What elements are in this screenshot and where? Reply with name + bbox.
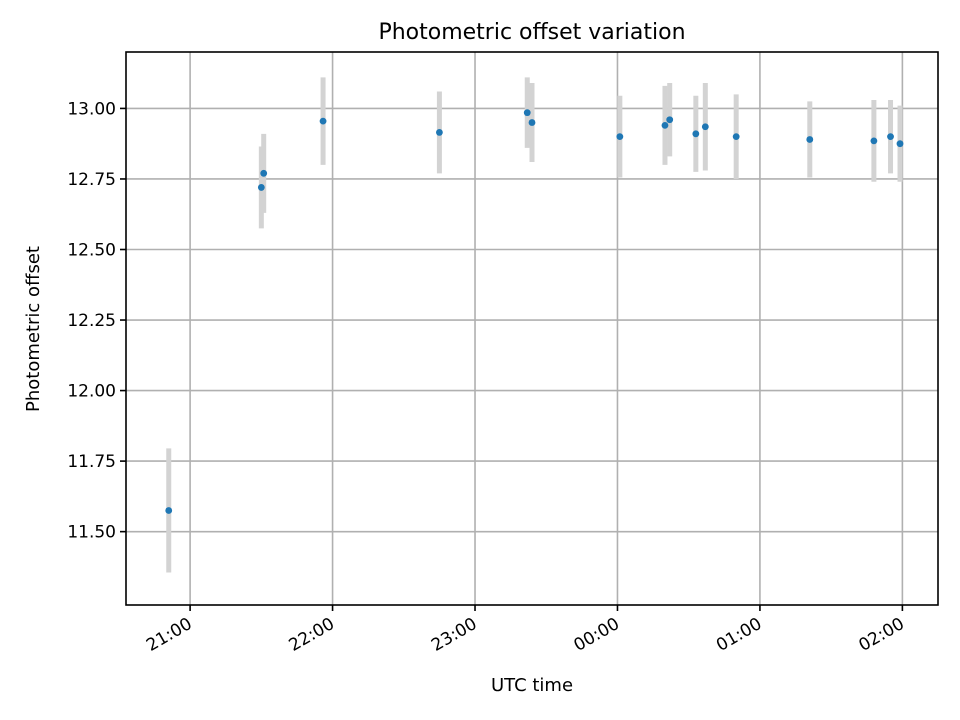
y-tick-label: 12.50 xyxy=(67,241,116,261)
data-point xyxy=(528,119,536,126)
y-tick-label: 13.00 xyxy=(67,99,116,119)
y-tick-label: 11.50 xyxy=(67,523,116,543)
data-points xyxy=(165,109,904,514)
data-point xyxy=(319,117,327,125)
data-point xyxy=(616,133,624,141)
y-axis-label: Photometric offset xyxy=(23,246,44,412)
data-point xyxy=(896,140,904,148)
y-tick-label: 12.00 xyxy=(67,382,116,402)
data-point xyxy=(436,129,443,136)
data-point xyxy=(523,109,531,117)
data-point xyxy=(165,507,173,514)
data-point xyxy=(870,137,878,145)
data-point xyxy=(661,121,669,129)
x-axis-label: UTC time xyxy=(491,675,573,696)
y-tick-label: 12.25 xyxy=(67,311,116,331)
data-point xyxy=(806,136,814,143)
y-tick-label: 11.75 xyxy=(67,452,116,472)
x-tick-label: 00:00 xyxy=(571,614,623,656)
x-tick-label: 02:00 xyxy=(855,614,907,656)
axis-ticks: 11.50 11.75 12.00 12.25 12.50 12.75 13.00 21:00… xyxy=(67,99,908,655)
x-tick-label: 22:00 xyxy=(286,614,338,656)
x-tick-label: 23:00 xyxy=(428,614,480,656)
data-point xyxy=(887,133,894,141)
data-point xyxy=(257,184,265,191)
x-tick-label: 01:00 xyxy=(713,614,765,656)
data-point xyxy=(260,169,268,177)
chart-title: Photometric offset variation xyxy=(378,20,685,45)
data-point xyxy=(701,123,709,131)
error-bars xyxy=(166,77,903,573)
data-point xyxy=(666,116,674,124)
y-tick-label: 12.75 xyxy=(67,170,116,190)
plot-frame xyxy=(125,51,939,606)
data-point xyxy=(732,133,740,141)
x-tick-label: 21:00 xyxy=(143,614,195,656)
data-point xyxy=(692,130,700,138)
